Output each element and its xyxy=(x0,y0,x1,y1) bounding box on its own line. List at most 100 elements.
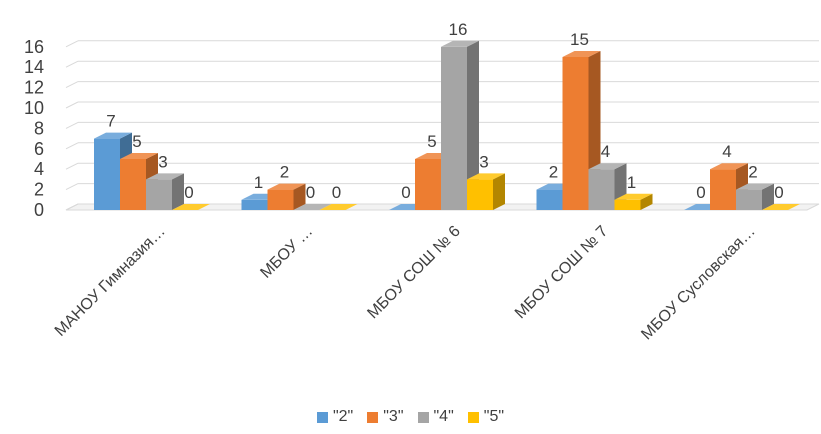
y-tick-label: 8 xyxy=(34,118,44,138)
bar-side xyxy=(493,173,505,210)
bar-front xyxy=(614,199,641,210)
bar-front xyxy=(441,46,467,210)
data-label: 2 xyxy=(748,163,757,182)
data-label: 0 xyxy=(184,183,193,202)
bar-top xyxy=(736,183,774,190)
y-tick-label: 4 xyxy=(34,159,44,179)
data-label: 0 xyxy=(306,183,315,202)
bar-top xyxy=(762,204,800,210)
bar-side xyxy=(172,173,184,210)
bar-top xyxy=(562,51,601,57)
data-label: 16 xyxy=(449,20,468,39)
chart-legend: "2" "3" "4" "5" xyxy=(0,408,821,426)
x-category-label: МБОУ СОШ № 7 xyxy=(512,223,612,323)
bar-top xyxy=(614,193,653,200)
data-label: 15 xyxy=(570,30,589,49)
data-label: 2 xyxy=(549,163,558,182)
y-tick-label: 2 xyxy=(34,180,44,200)
bar-top xyxy=(467,173,505,180)
bar-front xyxy=(241,199,268,210)
gridline-depth xyxy=(65,81,79,89)
data-label: 7 xyxy=(106,112,115,131)
legend-item: "4" xyxy=(417,408,454,426)
x-category-label: МАНОУ Гимназия… xyxy=(52,223,169,340)
y-tick-label: 6 xyxy=(34,139,44,159)
x-category-label: МБОУ СОШ № 6 xyxy=(364,223,464,323)
bar-side xyxy=(467,40,479,210)
gridline-depth xyxy=(65,203,79,211)
bar-top xyxy=(710,163,748,170)
bar xyxy=(614,193,653,210)
bar-side xyxy=(640,193,653,210)
gridline-depth xyxy=(65,162,79,170)
data-label: 5 xyxy=(132,132,141,151)
legend-item: "2" xyxy=(316,408,354,426)
legend-label: "4" xyxy=(433,408,454,425)
x-category-label: МБОУ Сусловская… xyxy=(638,223,758,343)
bar-front xyxy=(536,189,563,210)
x-category-label: МБОУ … xyxy=(257,223,316,282)
gridline-depth xyxy=(65,121,79,129)
legend-label: "3" xyxy=(383,408,404,425)
bar xyxy=(441,40,479,210)
bar xyxy=(267,183,306,210)
legend-swatch xyxy=(367,411,379,423)
data-label: 5 xyxy=(427,132,436,151)
bar-top xyxy=(441,40,479,47)
bar-side xyxy=(293,183,306,210)
bar-front xyxy=(562,57,589,210)
data-label: 0 xyxy=(401,183,410,202)
data-label: 3 xyxy=(158,152,167,171)
legend-label: "2" xyxy=(332,408,354,425)
legend-swatch xyxy=(417,411,429,423)
bar xyxy=(172,204,210,210)
data-label: 4 xyxy=(722,142,731,161)
data-label: 1 xyxy=(254,173,263,192)
data-label: 4 xyxy=(601,142,610,161)
y-tick-label: 10 xyxy=(24,98,44,118)
bar-top xyxy=(588,163,627,170)
legend-swatch xyxy=(316,411,328,423)
gridline-depth xyxy=(65,60,79,68)
gridline-depth xyxy=(65,101,79,109)
bar-top xyxy=(293,204,332,210)
legend-swatch xyxy=(467,411,479,423)
bar-front xyxy=(120,159,146,210)
data-label: 2 xyxy=(280,163,289,182)
bar xyxy=(736,183,774,210)
bar-front xyxy=(415,159,441,210)
legend-item: "3" xyxy=(367,408,404,426)
bar-top xyxy=(94,132,132,139)
bar-top xyxy=(172,204,210,210)
bar xyxy=(319,204,358,210)
bar-front xyxy=(267,189,294,210)
data-label: 0 xyxy=(774,183,783,202)
bar-front xyxy=(467,179,493,210)
y-tick-label: 16 xyxy=(24,37,44,57)
legend-item: "5" xyxy=(467,408,505,426)
data-label: 3 xyxy=(479,152,488,171)
gridline-depth xyxy=(65,142,79,150)
gridline-depth xyxy=(65,40,79,48)
bar-top xyxy=(120,153,158,159)
y-tick-label: 14 xyxy=(24,57,44,77)
data-label: 0 xyxy=(696,183,705,202)
bar-front xyxy=(94,138,120,210)
bar-side xyxy=(762,183,774,210)
legend-label: "5" xyxy=(483,408,505,425)
bar xyxy=(762,204,800,210)
bar-front xyxy=(146,179,172,210)
bar-front xyxy=(588,169,615,210)
bar xyxy=(467,173,505,210)
bar-front xyxy=(736,189,762,210)
y-tick-label: 12 xyxy=(24,78,44,98)
y-tick-label: 0 xyxy=(34,200,44,220)
data-label: 0 xyxy=(332,183,341,202)
bar xyxy=(293,204,332,210)
bar xyxy=(146,173,184,210)
bar-front xyxy=(710,169,736,210)
bar-top xyxy=(319,204,358,210)
bar-top xyxy=(146,173,184,180)
